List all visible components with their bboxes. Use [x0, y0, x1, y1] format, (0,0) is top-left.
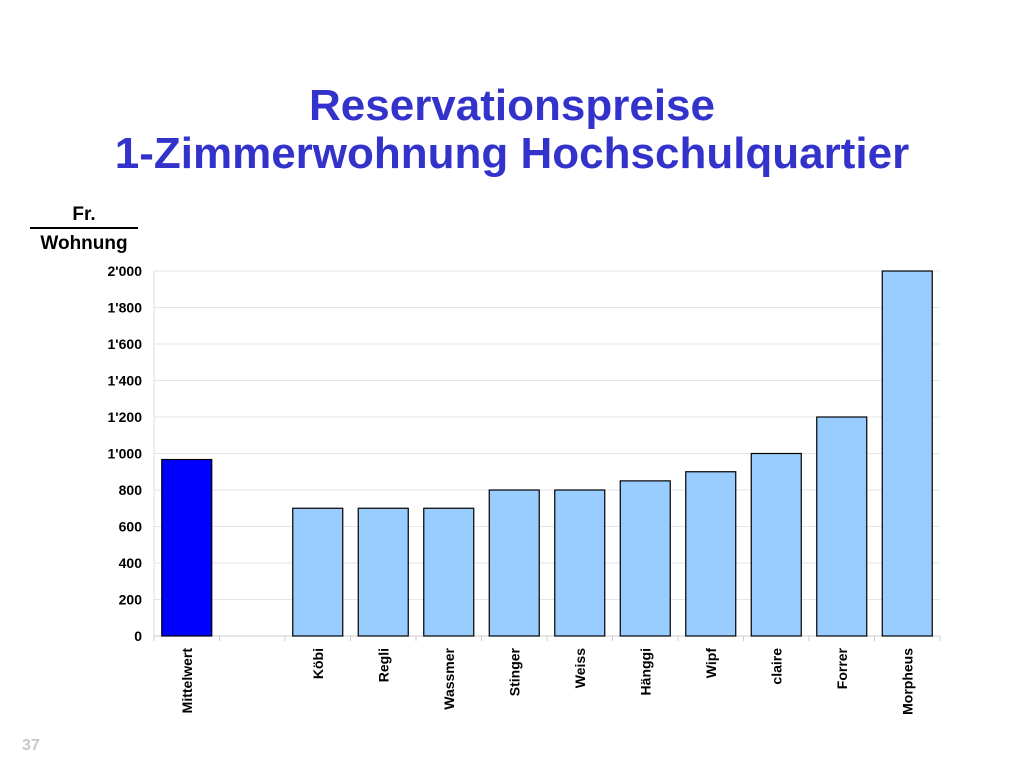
unit-numerator: Fr. — [30, 203, 138, 229]
x-tick-label: Köbi — [310, 648, 326, 679]
x-tick-label: Mittelwert — [179, 648, 195, 714]
bar-Regli — [357, 507, 409, 637]
bar-claire — [750, 452, 802, 637]
x-tick-label: Wassmer — [441, 647, 457, 709]
y-tick-label: 2'000 — [108, 263, 143, 279]
x-tick-label: Stinger — [506, 647, 522, 696]
y-tick-label: 1'600 — [108, 336, 143, 352]
y-tick-label: 1'400 — [108, 373, 143, 389]
page-number: 37 — [22, 737, 40, 754]
y-axis-unit-label: Fr. Wohnung — [30, 203, 138, 256]
bar-Weiss — [554, 489, 606, 637]
bar-Morpheus — [881, 270, 933, 637]
title-line-2: 1-Zimmerwohnung Hochschulquartier — [114, 129, 910, 178]
y-tick-label: 200 — [119, 592, 143, 608]
y-tick-label: 1'800 — [108, 300, 143, 316]
bar-Wipf — [685, 471, 737, 637]
bar-Forrer — [816, 416, 868, 637]
y-tick-label: 1'000 — [108, 446, 143, 462]
x-tick-label: Morpheus — [899, 648, 915, 715]
bar-Stinger — [488, 489, 540, 637]
x-tick-label: Forrer — [834, 647, 850, 689]
x-tick-label: Regli — [375, 648, 391, 682]
y-tick-label: 0 — [134, 628, 142, 644]
bar-Mittelwert — [161, 458, 213, 637]
y-tick-label: 400 — [119, 555, 143, 571]
y-tick-label: 600 — [119, 519, 143, 535]
chart-title: Reservationspreise 1-Zimmerwohnung Hochs… — [0, 82, 1024, 178]
bar-Wassmer — [423, 507, 475, 637]
unit-denominator: Wohnung — [40, 233, 128, 254]
x-tick-label: claire — [768, 648, 784, 685]
y-tick-label: 1'200 — [108, 409, 143, 425]
title-line-1: Reservationspreise — [309, 81, 715, 130]
x-tick-label: Hänggi — [637, 648, 653, 695]
bar-Köbi — [292, 507, 344, 637]
x-tick-label: Weiss — [572, 648, 588, 688]
bar-Hänggi — [619, 480, 671, 637]
y-tick-label: 800 — [119, 482, 143, 498]
x-tick-label: Wipf — [703, 648, 719, 679]
